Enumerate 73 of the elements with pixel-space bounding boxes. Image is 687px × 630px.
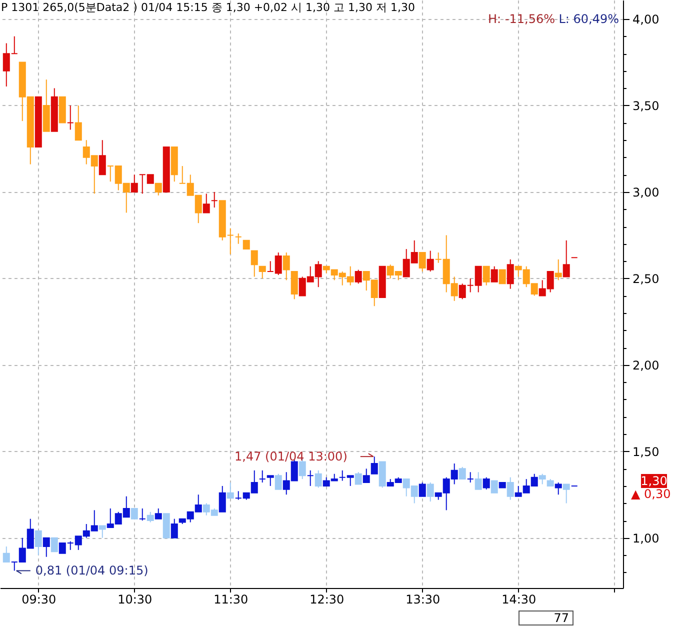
annotation: H: -11,56%: [488, 12, 555, 26]
candlestick: [130, 174, 138, 192]
candlestick: [314, 470, 322, 488]
x-tick-label: 11:30: [214, 592, 248, 606]
text: 77: [554, 611, 569, 625]
y-tick-label: 1,50: [632, 444, 660, 459]
candlestick: [98, 140, 106, 176]
y-tick-label: 4,00: [632, 12, 660, 27]
candlestick: [354, 269, 362, 284]
candlestick: [466, 472, 474, 484]
candlestick: [426, 482, 434, 502]
candlestick: [130, 508, 138, 520]
candlestick: [218, 485, 226, 512]
candlestick: [66, 104, 74, 130]
candlestick: [290, 271, 298, 300]
annotation: L: 60,49%: [558, 12, 619, 26]
annotation: 1,47 (01/04 13:00): [234, 450, 348, 464]
candlestick: [42, 537, 50, 558]
x-tick-label: 10:30: [118, 592, 152, 606]
candlestick: [474, 472, 482, 490]
y-tick-label: 2,00: [632, 358, 660, 372]
candlestick: [418, 252, 426, 272]
candlestick: [98, 525, 106, 538]
text: ▲ 0,30: [631, 487, 671, 501]
candlestick: [554, 258, 562, 281]
y-tick-label: 2,50: [632, 272, 660, 286]
candlestick: [50, 537, 58, 552]
candlestick: [34, 530, 42, 556]
candlestick: [306, 470, 314, 486]
y-tick-label: 3,00: [632, 185, 660, 200]
candlestick: [498, 269, 506, 284]
candlestick: [562, 484, 570, 504]
x-tick-label: 09:30: [22, 592, 56, 606]
candlestick: [562, 240, 570, 278]
candlestick: [354, 472, 362, 485]
candlestick: [266, 475, 274, 486]
candlestick: [490, 266, 498, 282]
candlestick: [74, 104, 82, 141]
candlestick: [490, 480, 498, 494]
candlestick: [538, 473, 546, 485]
candlestick: [138, 508, 146, 522]
candlestick: [258, 266, 266, 279]
candlestick: [2, 546, 10, 563]
y-tick-label: 1,00: [632, 531, 660, 546]
x-tick-label: 13:30: [406, 592, 440, 606]
candlestick: [250, 250, 258, 278]
candlestick: [482, 476, 490, 490]
candlestick: [482, 266, 490, 286]
candlestick: [154, 508, 162, 520]
x-tick-label: 12:30: [310, 592, 344, 606]
candlestick: [274, 473, 282, 490]
candlestick: [282, 252, 290, 281]
text: 1,30: [640, 474, 668, 488]
candlestick: [210, 191, 218, 208]
candlestick: [426, 250, 434, 272]
candlestick: [554, 482, 562, 496]
y-tick-label: 3,50: [632, 98, 660, 113]
candlestick: [146, 511, 154, 523]
candlestick: [170, 518, 178, 538]
candlestick: [226, 482, 234, 499]
candlestick: [370, 456, 378, 474]
candlestick: [506, 258, 514, 290]
chart-title: P 1301 265,0(5분Data2 ) 01/04 15:15 종 1,30 +0,02 시 1,30 고 1,30 저 1,30: [1, 1, 415, 14]
candlestick: [506, 476, 514, 500]
candlestick: [234, 232, 242, 244]
candlestick: [258, 470, 266, 484]
candlestick: [362, 468, 370, 484]
candlestick: [154, 182, 162, 196]
candlestick: [202, 193, 210, 214]
candlestick: [458, 466, 466, 480]
x-tick-label: 14:30: [502, 592, 536, 606]
annotation: 0,81 (01/04 09:15): [35, 564, 148, 578]
candlestick: [418, 482, 426, 497]
